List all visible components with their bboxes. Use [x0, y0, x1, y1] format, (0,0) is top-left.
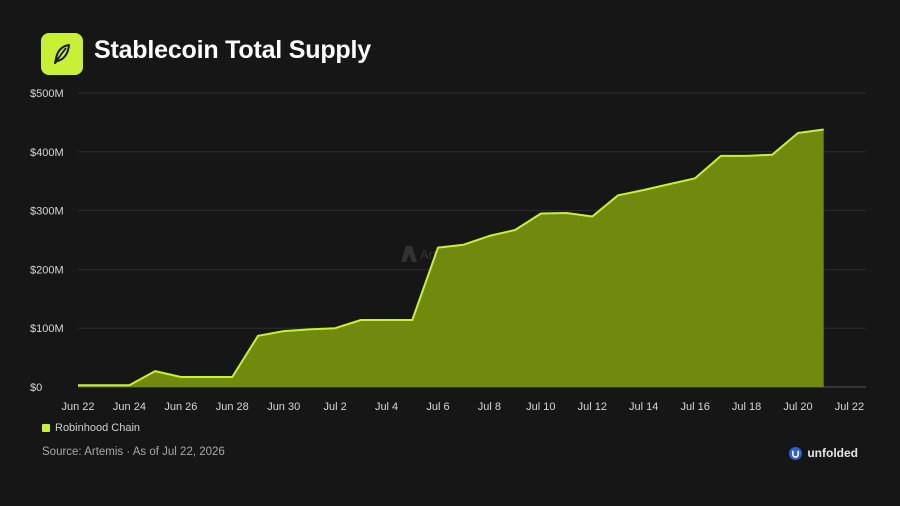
x-tick-label: Jun 24 — [113, 401, 146, 413]
x-tick-label: Jul 4 — [375, 401, 398, 413]
y-tick-label: $200M — [30, 264, 64, 276]
legend-swatch — [42, 424, 50, 432]
app-logo — [41, 33, 83, 75]
y-tick-label: $0 — [30, 382, 42, 394]
page-title: Stablecoin Total Supply — [94, 36, 371, 64]
y-tick-label: $500M — [30, 88, 64, 100]
x-tick-label: Jul 14 — [629, 401, 658, 413]
series-area — [78, 129, 824, 387]
artemis-logo-icon — [401, 246, 417, 262]
unfolded-logo-icon — [789, 446, 803, 460]
feather-icon — [54, 44, 70, 64]
x-tick-label: Jul 10 — [526, 401, 555, 413]
area-chart: $0$100M$200M$300M$400M$500MArtemisJun 22… — [30, 88, 866, 413]
x-tick-label: Jun 30 — [267, 401, 300, 413]
y-tick-label: $400M — [30, 147, 64, 159]
source-note: Source: Artemis · As of Jul 22, 2026 — [42, 446, 225, 458]
x-tick-label: Jul 18 — [732, 401, 761, 413]
x-tick-label: Jul 8 — [478, 401, 501, 413]
x-tick-label: Jul 22 — [835, 401, 864, 413]
x-tick-label: Jul 2 — [324, 401, 347, 413]
x-tick-label: Jun 22 — [61, 401, 94, 413]
legend-label: Robinhood Chain — [55, 422, 141, 434]
x-tick-label: Jul 16 — [680, 401, 709, 413]
x-tick-label: Jun 26 — [164, 401, 197, 413]
chart-legend: Robinhood Chain — [42, 422, 140, 434]
brand-mark: unfolded — [789, 446, 858, 460]
x-tick-label: Jul 20 — [783, 401, 812, 413]
x-tick-label: Jun 28 — [216, 401, 249, 413]
brand-name: unfolded — [807, 446, 858, 460]
series-line — [78, 128, 824, 387]
y-tick-label: $100M — [30, 323, 64, 335]
x-tick-label: Jul 12 — [578, 401, 607, 413]
y-tick-label: $300M — [30, 206, 64, 218]
x-tick-label: Jul 6 — [426, 401, 449, 413]
